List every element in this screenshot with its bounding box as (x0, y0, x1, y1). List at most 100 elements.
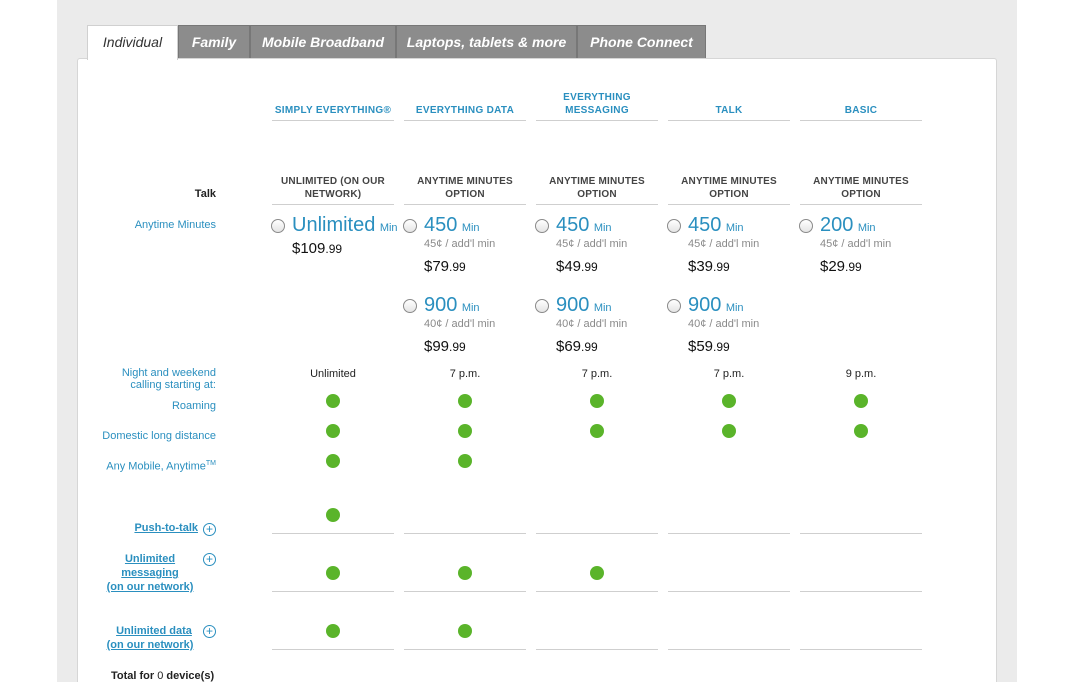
price-dollars: $79 (424, 258, 450, 275)
option-header: ANYTIME MINUTES OPTION (813, 176, 909, 200)
included-dot (326, 624, 340, 638)
included-dot (854, 424, 868, 438)
option-header: ANYTIME MINUTES OPTION (681, 176, 777, 200)
tab-individual[interactable]: Individual (87, 25, 178, 60)
option-header-divider (800, 204, 922, 205)
included-dot (326, 394, 340, 408)
option-radio-900[interactable] (535, 299, 549, 313)
option-radio-unlimited[interactable] (271, 219, 285, 233)
row-divider (536, 533, 658, 534)
option-radio-200[interactable] (799, 219, 813, 233)
option-minutes: 900 Min (424, 294, 480, 317)
row-divider (404, 533, 526, 534)
included-dot (590, 566, 604, 580)
row-divider (272, 649, 394, 650)
option-minutes: 900 Min (556, 294, 612, 317)
tab-laptops-tablets[interactable]: Laptops, tablets & more (396, 25, 577, 59)
option-price: $109.99 (292, 240, 342, 257)
option-header-divider (272, 204, 394, 205)
option-minutes: 200 Min (820, 214, 876, 237)
tab-mobile-broadband[interactable]: Mobile Broadband (250, 25, 396, 59)
row-divider (800, 533, 922, 534)
plan-header-divider (536, 120, 658, 121)
night-weekend-value: 9 p.m. (845, 368, 877, 380)
row-divider (536, 591, 658, 592)
option-header-divider (536, 204, 658, 205)
total-prefix: Total for (111, 670, 158, 682)
option-radio-450[interactable] (403, 219, 417, 233)
included-dot (458, 394, 472, 408)
row-divider (272, 533, 394, 534)
included-dot (326, 424, 340, 438)
option-header-divider (668, 204, 790, 205)
expand-plus-icon[interactable]: + (203, 625, 216, 638)
overage-rate: 45¢ / add'l min (424, 238, 496, 250)
price-cents: .99 (581, 340, 598, 354)
option-radio-900[interactable] (667, 299, 681, 313)
expand-plus-icon[interactable]: + (203, 553, 216, 566)
price-cents: .99 (449, 340, 466, 354)
row-divider (800, 649, 922, 650)
included-dot (590, 424, 604, 438)
tab-phone-connect[interactable]: Phone Connect (577, 25, 706, 59)
price-dollars: $39 (688, 258, 714, 275)
plan-header-divider (404, 120, 526, 121)
overage-rate: 40¢ / add'l min (424, 318, 496, 330)
row-divider (668, 591, 790, 592)
price-cents: .99 (713, 260, 730, 274)
row-divider (404, 591, 526, 592)
included-dot (326, 566, 340, 580)
unlimited-data-text: Unlimited data (116, 625, 192, 637)
option-minutes: 900 Min (688, 294, 744, 317)
on-network-text: (on our network) (106, 581, 194, 593)
minutes-unit: Min (379, 222, 398, 234)
tab-family[interactable]: Family (178, 25, 250, 59)
any-mobile-anytime-label: Any Mobile, AnytimeTM (90, 458, 216, 473)
row-divider (668, 533, 790, 534)
option-price: $99.99 (424, 338, 466, 355)
anytime-minutes-label: Anytime Minutes (134, 219, 216, 231)
overage-rate: 45¢ / add'l min (820, 238, 892, 250)
included-dot (590, 394, 604, 408)
option-header: ANYTIME MINUTES OPTION (417, 176, 513, 200)
option-radio-900[interactable] (403, 299, 417, 313)
included-dot (326, 454, 340, 468)
push-to-talk-link[interactable]: Push-to-talk (134, 522, 198, 534)
minutes-unit: Min (461, 222, 480, 234)
row-divider (800, 591, 922, 592)
included-dot (458, 454, 472, 468)
included-dot (458, 624, 472, 638)
overage-rate: 45¢ / add'l min (556, 238, 628, 250)
on-network-text: (on our network) (106, 639, 194, 651)
total-devices: Total for 0 device(s) (111, 670, 214, 682)
plan-header-divider (800, 120, 922, 121)
minutes-value: 450 (556, 214, 590, 236)
plan-name-everything-messaging: EVERYTHING MESSAGING (563, 92, 631, 116)
plan-name-basic: BASIC (844, 105, 878, 116)
night-weekend-value: 7 p.m. (713, 368, 745, 380)
row-divider (536, 649, 658, 650)
option-radio-450[interactable] (535, 219, 549, 233)
option-header: UNLIMITED (ON OUR NETWORK) (281, 176, 385, 200)
price-cents: .99 (449, 260, 466, 274)
minutes-unit: Min (725, 302, 744, 314)
plan-header-divider (272, 120, 394, 121)
plan-name-talk: TALK (715, 105, 743, 116)
unlimited-messaging-link[interactable]: Unlimited messaging (on our network) (102, 552, 198, 594)
minutes-value: 900 (424, 294, 458, 316)
price-dollars: $49 (556, 258, 582, 275)
included-dot (458, 424, 472, 438)
price-dollars: $59 (688, 338, 714, 355)
expand-plus-icon[interactable]: + (203, 523, 216, 536)
included-dot (854, 394, 868, 408)
minutes-value: 450 (424, 214, 458, 236)
row-divider (668, 649, 790, 650)
unlimited-data-link[interactable]: Unlimited data (on our network) (102, 624, 198, 652)
option-radio-450[interactable] (667, 219, 681, 233)
minutes-value: 450 (688, 214, 722, 236)
roaming-label: Roaming (171, 400, 216, 412)
price-dollars: $99 (424, 338, 450, 355)
option-price: $29.99 (820, 258, 862, 275)
price-cents: .99 (713, 340, 730, 354)
option-minutes: Unlimited Min (292, 214, 398, 237)
